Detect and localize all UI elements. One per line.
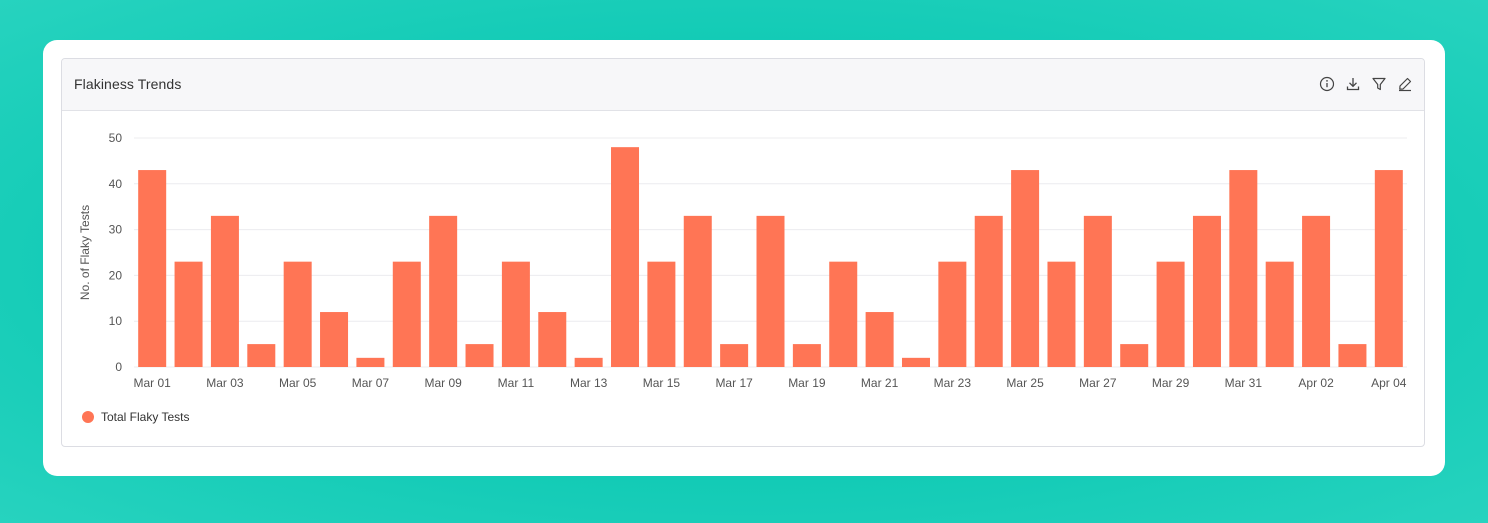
x-tick-label: Mar 19 (788, 376, 826, 390)
bar (647, 261, 676, 367)
bar (756, 215, 785, 367)
bar (538, 312, 567, 367)
x-tick-label: Mar 17 (715, 376, 753, 390)
x-tick-label: Apr 04 (1371, 376, 1407, 390)
x-tick-label: Mar 11 (498, 376, 535, 390)
bar (1302, 215, 1331, 367)
y-tick-label: 20 (109, 268, 123, 282)
filter-icon[interactable] (1370, 75, 1388, 93)
edit-icon[interactable] (1396, 75, 1414, 93)
bar (1229, 170, 1258, 367)
bar (174, 261, 203, 367)
bar (1265, 261, 1294, 367)
bar (683, 215, 712, 367)
panel-toolbar (1318, 75, 1414, 93)
x-tick-label: Mar 27 (1079, 376, 1117, 390)
panel-header: Flakiness Trends (62, 59, 1424, 111)
bar (865, 312, 894, 367)
bar (501, 261, 530, 367)
x-tick-label: Mar 05 (279, 376, 317, 390)
bar (138, 170, 167, 367)
bar (974, 215, 1003, 367)
x-tick-label: Mar 29 (1152, 376, 1190, 390)
bar (356, 357, 385, 367)
bar (1011, 170, 1040, 367)
legend-marker (82, 411, 94, 423)
bar (611, 147, 640, 367)
x-tick-label: Mar 03 (206, 376, 244, 390)
bar (720, 344, 749, 367)
bar (1374, 170, 1403, 367)
info-icon[interactable] (1318, 75, 1336, 93)
download-icon[interactable] (1344, 75, 1362, 93)
bar (465, 344, 494, 367)
x-tick-label: Mar 15 (643, 376, 681, 390)
x-tick-label: Mar 01 (134, 376, 172, 390)
bar (938, 261, 967, 367)
chart-legend: Total Flaky Tests (82, 410, 189, 424)
x-tick-label: Mar 13 (570, 376, 608, 390)
bar (1338, 344, 1367, 367)
bar (210, 215, 239, 367)
legend-label: Total Flaky Tests (101, 410, 190, 424)
bar (247, 344, 276, 367)
x-tick-label: Mar 07 (352, 376, 390, 390)
bar (574, 357, 603, 367)
bar (392, 261, 421, 367)
bar (320, 312, 349, 367)
y-tick-label: 40 (109, 177, 123, 191)
bar (1156, 261, 1185, 367)
y-tick-label: 50 (109, 131, 123, 145)
bar (283, 261, 312, 367)
bar (792, 344, 821, 367)
y-tick-label: 30 (109, 223, 123, 237)
x-tick-label: Mar 23 (934, 376, 972, 390)
x-tick-label: Apr 02 (1298, 376, 1334, 390)
y-tick-label: 0 (115, 360, 122, 374)
bar (1120, 344, 1149, 367)
y-axis-title: No. of Flaky Tests (78, 205, 92, 300)
x-tick-label: Mar 21 (861, 376, 899, 390)
flakiness-trends-panel: Flakiness Trends 0 10 20 30 40 50 No. of Flaky… (61, 58, 1425, 447)
bar (1083, 215, 1112, 367)
card: Flakiness Trends 0 10 20 30 40 50 No. of Flaky… (43, 40, 1445, 476)
y-tick-label: 10 (109, 314, 123, 328)
bar (1192, 215, 1221, 367)
panel-title: Flakiness Trends (74, 76, 182, 92)
bar (1047, 261, 1076, 367)
x-tick-label: Mar 25 (1006, 376, 1044, 390)
bar-chart: 0 10 20 30 40 50 No. of Flaky Tests Mar 01 Mar 0… (78, 131, 1407, 390)
bar (901, 357, 930, 367)
bar (829, 261, 858, 367)
x-tick-label: Mar 09 (424, 376, 462, 390)
x-tick-label: Mar 31 (1225, 376, 1263, 390)
bar (429, 215, 458, 367)
